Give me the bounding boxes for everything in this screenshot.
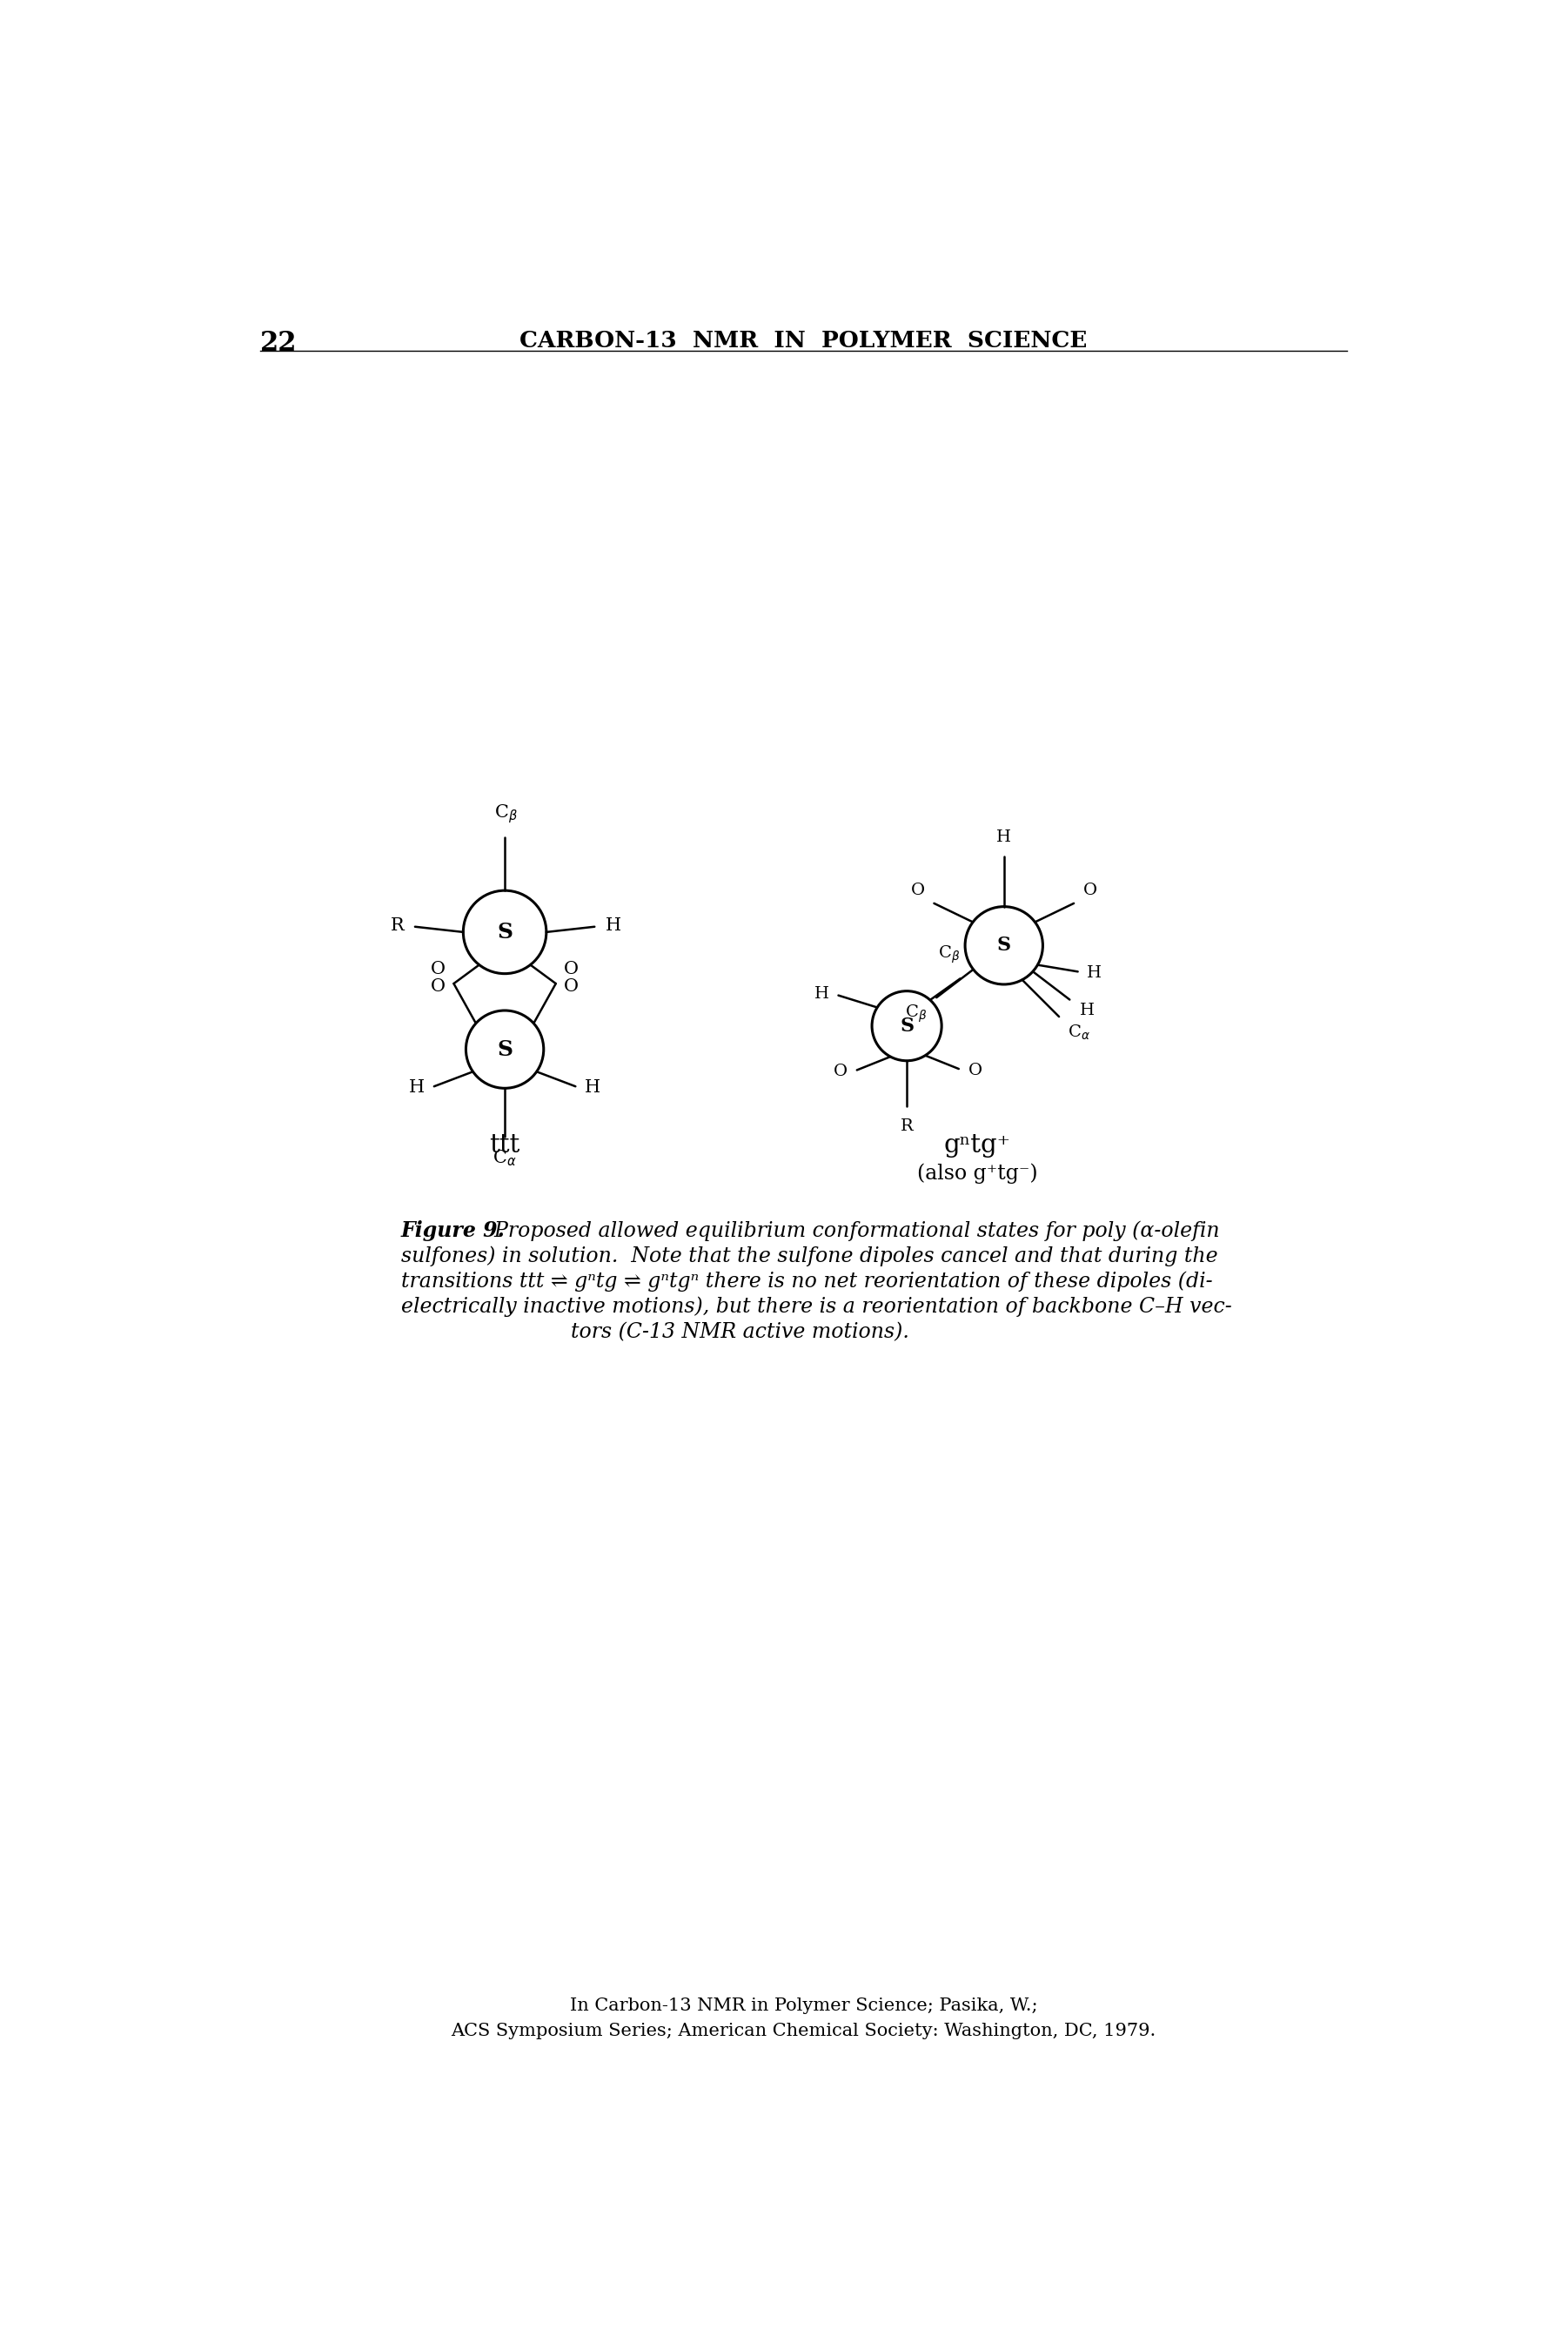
Circle shape — [872, 992, 942, 1060]
Text: O: O — [564, 961, 579, 978]
Circle shape — [964, 907, 1043, 985]
Text: ttt: ttt — [489, 1133, 521, 1159]
Text: O: O — [564, 978, 579, 994]
Text: H: H — [1080, 1003, 1094, 1018]
Text: C$_\beta$: C$_\beta$ — [938, 945, 960, 966]
Text: Proposed allowed equilibrium conformational states for poly (α-olefin: Proposed allowed equilibrium conformatio… — [481, 1220, 1220, 1241]
Text: gⁿtg⁺: gⁿtg⁺ — [944, 1133, 1011, 1159]
Text: H: H — [605, 916, 621, 933]
Text: tors (C-13 NMR active motions).: tors (C-13 NMR active motions). — [401, 1323, 909, 1342]
Circle shape — [463, 891, 546, 973]
Circle shape — [466, 1010, 544, 1088]
Text: S: S — [497, 921, 513, 942]
Text: O: O — [431, 978, 445, 994]
Text: H: H — [814, 987, 829, 1001]
Text: ACS Symposium Series; American Chemical Society: Washington, DC, 1979.: ACS Symposium Series; American Chemical … — [452, 2023, 1156, 2040]
Text: R: R — [900, 1119, 913, 1135]
Text: O: O — [967, 1062, 982, 1079]
Text: C$_\alpha$: C$_\alpha$ — [492, 1149, 517, 1168]
Text: S: S — [900, 1015, 914, 1036]
Text: C$_\alpha$: C$_\alpha$ — [1068, 1022, 1090, 1041]
Text: sulfones) in solution.  Note that the sulfone dipoles cancel and that during the: sulfones) in solution. Note that the sul… — [401, 1246, 1218, 1267]
Text: H: H — [997, 830, 1011, 846]
Text: Figure 9.: Figure 9. — [401, 1220, 505, 1241]
Text: electrically inactive motions), but there is a reorientation of backbone C–H vec: electrically inactive motions), but ther… — [401, 1297, 1232, 1316]
Text: S: S — [997, 935, 1011, 954]
Text: O: O — [911, 881, 925, 898]
Text: In Carbon-13 NMR in Polymer Science; Pasika, W.;: In Carbon-13 NMR in Polymer Science; Pas… — [569, 1998, 1038, 2014]
Text: S: S — [497, 1039, 513, 1060]
Text: transitions ttt ⇌ gⁿtg ⇌ gⁿtgⁿ there is no net reorientation of these dipoles (d: transitions ttt ⇌ gⁿtg ⇌ gⁿtgⁿ there is … — [401, 1271, 1212, 1292]
Text: H: H — [585, 1079, 601, 1095]
Text: O: O — [1083, 881, 1098, 898]
Text: R: R — [390, 916, 405, 933]
Text: H: H — [1087, 966, 1102, 980]
Text: O: O — [431, 961, 445, 978]
Text: C$_\beta$: C$_\beta$ — [494, 801, 517, 825]
Text: CARBON-13  NMR  IN  POLYMER  SCIENCE: CARBON-13 NMR IN POLYMER SCIENCE — [519, 331, 1088, 352]
Text: (also g⁺tg⁻): (also g⁺tg⁻) — [917, 1163, 1038, 1184]
Text: C$_\beta$: C$_\beta$ — [905, 1003, 927, 1025]
Text: O: O — [834, 1065, 848, 1079]
Text: H: H — [409, 1079, 425, 1095]
Text: 22: 22 — [260, 331, 298, 357]
